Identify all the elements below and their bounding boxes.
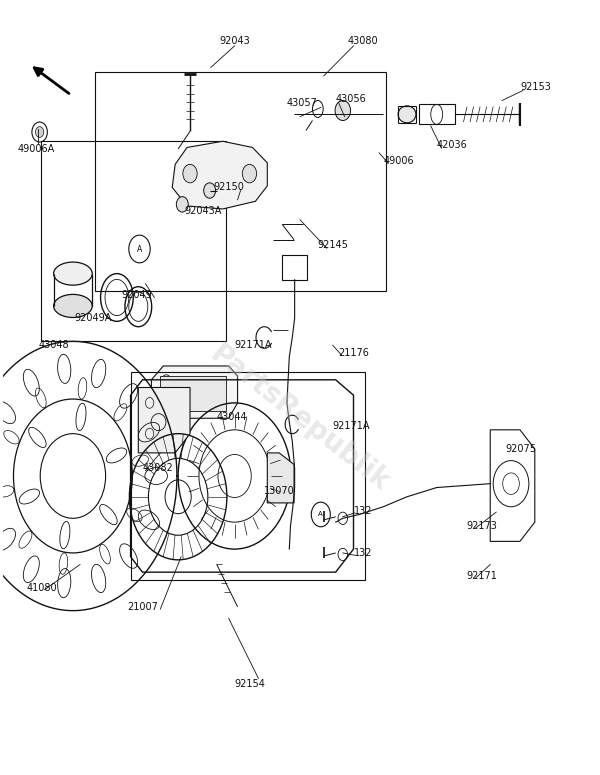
Text: A: A xyxy=(137,244,142,253)
Text: 43044: 43044 xyxy=(217,412,247,422)
Circle shape xyxy=(203,183,215,198)
Text: 92043: 92043 xyxy=(219,36,250,46)
Text: 92171: 92171 xyxy=(466,571,497,581)
Text: 92049A: 92049A xyxy=(74,313,112,323)
Text: PartsRepublik: PartsRepublik xyxy=(205,339,395,497)
Circle shape xyxy=(35,126,44,137)
Circle shape xyxy=(311,502,331,527)
Ellipse shape xyxy=(53,262,92,285)
Text: 92075: 92075 xyxy=(505,444,536,454)
Text: A: A xyxy=(319,512,323,518)
Text: 43080: 43080 xyxy=(347,36,378,46)
Text: 21007: 21007 xyxy=(128,602,158,611)
Polygon shape xyxy=(268,453,294,503)
Ellipse shape xyxy=(398,106,416,122)
Text: 49006A: 49006A xyxy=(17,144,55,154)
Text: 92171A: 92171A xyxy=(235,340,272,350)
Text: 43056: 43056 xyxy=(335,94,367,104)
Polygon shape xyxy=(139,388,190,453)
Text: 41080: 41080 xyxy=(26,583,57,593)
Text: 132: 132 xyxy=(353,505,372,515)
Text: 132: 132 xyxy=(353,548,372,558)
Text: 21176: 21176 xyxy=(338,348,370,358)
Text: 43082: 43082 xyxy=(142,463,173,474)
Text: 92150: 92150 xyxy=(214,182,245,192)
Circle shape xyxy=(129,235,150,263)
Text: 43057: 43057 xyxy=(287,98,318,108)
Text: 92154: 92154 xyxy=(235,679,265,689)
Text: 92145: 92145 xyxy=(318,240,349,250)
Circle shape xyxy=(242,164,257,183)
Text: 92043A: 92043A xyxy=(184,205,221,215)
Text: 92173: 92173 xyxy=(466,521,497,531)
Polygon shape xyxy=(151,366,238,418)
Text: 92153: 92153 xyxy=(520,82,551,92)
Text: 13070: 13070 xyxy=(265,487,295,496)
Circle shape xyxy=(183,164,197,183)
Text: 42036: 42036 xyxy=(437,140,467,150)
Polygon shape xyxy=(172,141,268,209)
Polygon shape xyxy=(160,376,226,411)
Text: 92049: 92049 xyxy=(122,290,152,300)
Text: 49006: 49006 xyxy=(383,156,414,166)
Text: 43048: 43048 xyxy=(38,340,69,350)
Circle shape xyxy=(176,197,188,212)
Text: 92171A: 92171A xyxy=(332,421,370,431)
Circle shape xyxy=(335,101,350,120)
Ellipse shape xyxy=(53,294,92,318)
